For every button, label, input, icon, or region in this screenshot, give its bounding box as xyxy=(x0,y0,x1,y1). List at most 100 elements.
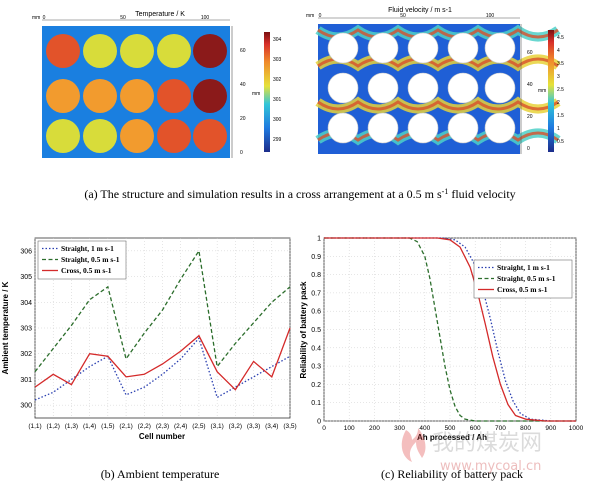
chart-c-legend-label-3: Cross, 0.5 m s-1 xyxy=(497,285,548,294)
temperature-cells xyxy=(46,34,227,153)
velocity-cell-3-2 xyxy=(367,112,399,144)
watermark-text: 我的煤炭网 xyxy=(432,431,542,456)
temperature-cell-3-2 xyxy=(83,119,117,153)
temperature-cb-tick-5: 304 xyxy=(273,37,282,43)
chart-c-ytick-4: 0.4 xyxy=(311,345,321,352)
velocity-cell-2-2 xyxy=(367,72,399,104)
chart-b-xtick-13: (3,4) xyxy=(265,423,278,430)
velocity-stream-core-3 xyxy=(317,100,559,111)
chart-b-ytick-1: 301 xyxy=(20,377,32,384)
chart-b-ytick-2: 302 xyxy=(20,351,32,358)
chart-b-xlabel: Cell number xyxy=(139,432,185,441)
chart-c-xtick-9: 900 xyxy=(545,425,556,432)
chart-c-xtick-3: 300 xyxy=(394,425,405,432)
chart-c-ytick-8: 0.8 xyxy=(311,272,321,279)
chart-c-ytick-7: 0.7 xyxy=(311,290,321,297)
velocity-stream-core-2 xyxy=(317,57,559,68)
temperature-colorbar xyxy=(264,32,270,152)
velocity-cell-2-5 xyxy=(484,72,516,104)
chart-c-legend-box xyxy=(473,259,573,299)
chart-b-legend-label-1: Straight, 1 m s-1 xyxy=(61,244,114,253)
chart-b-xtick-6: (2,2) xyxy=(138,423,151,430)
chart-c-legend-label-1: Straight, 1 m s-1 xyxy=(497,263,550,272)
velocity-cell-1-3 xyxy=(407,32,439,64)
chart-b-ytick-6: 306 xyxy=(20,248,32,255)
watermark-logo: 我的煤炭网 www.mycoal.cn xyxy=(401,428,542,474)
temperature-right-tick-1: 20 xyxy=(240,116,246,122)
chart-b-xtick-14: (3,5) xyxy=(283,423,296,430)
chart-b-legend-label-2: Straight, 0.5 m s-1 xyxy=(61,255,120,264)
temperature-cell-2-4 xyxy=(157,79,191,113)
chart-b-ytick-4: 304 xyxy=(20,300,32,307)
chart-b-xtick-10: (3,1) xyxy=(210,423,223,430)
velocity-cell-3-1 xyxy=(327,112,359,144)
velocity-right-tick-3: 60 xyxy=(527,50,533,56)
chart-c-ytick-3: 0.3 xyxy=(311,364,321,371)
temperature-cb-tick-4: 303 xyxy=(273,57,282,63)
temperature-right-tick-3: 60 xyxy=(240,48,246,54)
velocity-cb-tick-2: 1.5 xyxy=(557,113,564,119)
velocity-top-tick-2: 100 xyxy=(486,13,495,19)
chart-b-xtick-12: (3,3) xyxy=(247,423,260,430)
caption-c: (c) Reliability of battery pack xyxy=(381,467,523,481)
velocity-right-axis: 0 20 40 60 mm xyxy=(520,24,546,154)
velocity-colorbar xyxy=(548,30,554,152)
chart-b-ylabel: Ambient temperature / K xyxy=(1,281,10,374)
velocity-cb-tick-8: 4.5 xyxy=(557,35,564,41)
velocity-cell-2-1 xyxy=(327,72,359,104)
velocity-top-tick-0: 0 xyxy=(319,13,322,19)
velocity-right-tick-2: 40 xyxy=(527,82,533,88)
chart-b-legend-box xyxy=(37,240,127,280)
ambient-temperature-chart: 300 301 302 303 304 305 306 (1,1) (1,2) (1,3) (1,… xyxy=(1,237,297,441)
chart-b-ytick-0: 300 xyxy=(20,403,32,410)
chart-c-legend-label-2: Straight, 0.5 m s-1 xyxy=(497,274,556,283)
reliability-chart: 0 0.1 0.2 0.3 0.4 0.5 0.6 0.7 0.8 0.9 1 0 100 200 300… xyxy=(299,236,584,443)
velocity-top-tick-1: 50 xyxy=(400,13,406,19)
temperature-right-tick-0: 0 xyxy=(240,150,243,156)
velocity-cell-1-2 xyxy=(367,32,399,64)
chart-c-xtick-8: 800 xyxy=(520,425,531,432)
chart-b-series-3 xyxy=(34,327,291,391)
temperature-cell-1-1 xyxy=(46,34,80,68)
temperature-cell-2-3 xyxy=(120,79,154,113)
chart-c-xtick-6: 600 xyxy=(470,425,481,432)
chart-b-xtick-1: (1,2) xyxy=(47,423,60,430)
chart-b-series-2 xyxy=(34,249,291,373)
velocity-cell-2-3 xyxy=(407,72,439,104)
velocity-cell-2-4 xyxy=(447,72,479,104)
caption-b: (b) Ambient temperature xyxy=(101,467,220,481)
flame-icon xyxy=(401,428,426,462)
temperature-cb-tick-0: 299 xyxy=(273,137,282,143)
temperature-cell-2-2 xyxy=(83,79,117,113)
temperature-cell-2-1 xyxy=(46,79,80,113)
chart-c-ytick-9: 0.9 xyxy=(311,254,321,261)
velocity-cells xyxy=(327,32,516,144)
velocity-right-tick-0: 0 xyxy=(527,146,530,152)
chart-b-xtick-3: (1,4) xyxy=(83,423,96,430)
velocity-cell-1-4 xyxy=(447,32,479,64)
temperature-cell-3-5 xyxy=(193,119,227,153)
velocity-streams xyxy=(315,24,561,146)
chart-c-xtick-0: 0 xyxy=(322,425,326,432)
chart-b-ytick-5: 305 xyxy=(20,274,32,281)
velocity-right-tick-1: 20 xyxy=(527,114,533,120)
temperature-cell-1-4 xyxy=(157,34,191,68)
chart-c-ytick-0: 0 xyxy=(317,419,321,426)
chart-c-xlabel: Ah processed / Ah xyxy=(417,433,487,442)
velocity-cb-tick-4: 2.5 xyxy=(557,87,564,93)
chart-b-xtick-5: (2,1) xyxy=(119,423,132,430)
chart-b-xtick-11: (3,2) xyxy=(229,423,242,430)
velocity-colorbar-ticks: 0.5 1 1.5 2 2.5 3 3.5 4 4.5 xyxy=(557,35,564,145)
velocity-cell-3-4 xyxy=(447,112,479,144)
velocity-cb-tick-3: 2 xyxy=(557,100,560,106)
temperature-top-unit: mm xyxy=(32,15,40,21)
chart-c-series-1 xyxy=(324,237,576,422)
velocity-stream-core-1 xyxy=(317,28,559,39)
velocity-top-unit: mm xyxy=(306,13,314,19)
temperature-map: Temperature / K mm 0 50 100 0 20 40 60 m… xyxy=(32,11,282,158)
velocity-cb-tick-7: 4 xyxy=(557,48,560,54)
temperature-top-tick-1: 50 xyxy=(120,15,126,21)
chart-b-xtick-7: (2,3) xyxy=(156,423,169,430)
chart-b-xtick-0: (1,1) xyxy=(28,423,41,430)
watermark-url: www.mycoal.cn xyxy=(440,459,541,474)
